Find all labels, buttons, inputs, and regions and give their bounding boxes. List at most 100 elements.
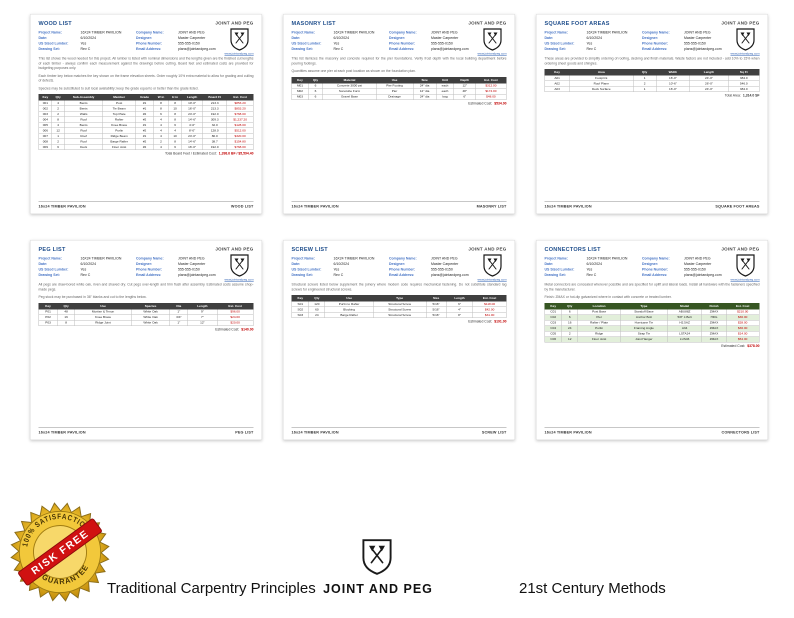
website-link[interactable]: www.jointandpeg.com [224, 278, 254, 282]
table-row: C02 6 Pier Anchor Bolt 5/8" J-Bolt HDG $36.00 [544, 314, 760, 321]
info-label: Designer: [642, 36, 659, 40]
data-table: Key Qty Location Type Model Finish Est. Cost C0… [544, 302, 760, 343]
joint-and-peg-logo-icon [230, 28, 250, 52]
page-header: WOOD LIST JOINT AND PEG [39, 21, 254, 27]
footer-list-name: CONNECTORS LIST [721, 430, 760, 435]
info-value: 555-555-0150 [431, 267, 453, 272]
info-label: Drawing Set: [544, 47, 566, 51]
table-cell: Ridge Joint [74, 319, 132, 326]
info-label: Drawing Set: [291, 273, 313, 277]
company-info-right: Company Name: JOINT AND PEG Designer: Maste… [136, 257, 221, 279]
total-label: Estimated Cost: [468, 101, 493, 106]
footer-project-name: 16x24 TIMBER PAVILION [544, 204, 592, 209]
info-label: Project Name: [291, 257, 316, 261]
info-label: Drawing Set: [291, 47, 313, 51]
info-label: Drawing Set: [38, 273, 60, 277]
info-pair: Project Name: 16X24 TIMBER PAVILION [39, 257, 124, 262]
info-value: 6/10/2024 [80, 262, 97, 266]
table-cell: 5/16" [425, 312, 447, 319]
joint-and-peg-logo-icon [736, 254, 756, 278]
table-cell: 6 [307, 93, 324, 100]
table-cell: $768.00 [226, 144, 254, 151]
info-value: 16X24 TIMBER PAVILION [80, 31, 122, 35]
info-pair: Date: 6/10/2024 [39, 36, 124, 41]
table-cell: $48.00 [475, 93, 507, 100]
website-link[interactable]: www.jointandpeg.com [224, 52, 254, 56]
info-label: Email Address: [642, 273, 668, 277]
table-cell: 8" [445, 312, 474, 319]
info-pair: Project Name: 16X24 TIMBER PAVILION [292, 257, 377, 262]
project-info-left: Project Name: 16X24 TIMBER PAVILION Date: 6… [292, 257, 377, 279]
info-pair: Email Address: plans@jointandpeg.com [389, 273, 474, 278]
page-title: SCREW LIST [291, 246, 328, 253]
info-value: Rev C [586, 273, 597, 277]
info-value: Master Carpenter [178, 36, 206, 40]
info-value: 16X24 TIMBER PAVILION [333, 257, 375, 261]
footer-list-name: WOOD LIST [230, 204, 254, 209]
info-label: Designer: [642, 262, 659, 266]
document-page: CONNECTORS LIST JOINT AND PEG Project Na… [536, 240, 768, 440]
info-label: Date: [291, 262, 301, 266]
website-link[interactable]: www.jointandpeg.com [477, 278, 507, 282]
company-info-right: Company Name: JOINT AND PEG Designer: Maste… [389, 257, 474, 279]
tagline-left: Traditional Carpentry Principles [107, 580, 316, 597]
info-label: Phone Number: [642, 267, 669, 272]
table-total: Total Area: 1,314.0 SF [545, 94, 760, 98]
info-value: 6/10/2024 [80, 36, 97, 40]
table-cell: Barge Rafter [324, 312, 374, 319]
table-total: Estimated Cost: $378.00 [545, 344, 759, 348]
table-cell: 16'-0" [655, 86, 690, 93]
info-pair: Email Address: plans@jointandpeg.com [136, 47, 221, 52]
info-label: Designer: [136, 36, 153, 40]
info-label: Email Address: [642, 47, 668, 51]
table-cell: Drainage [375, 93, 414, 100]
table-cell: M03 [291, 93, 309, 100]
website-link[interactable]: www.jointandpeg.com [730, 52, 760, 56]
info-pair: Designer: Master Carpenter [642, 262, 727, 267]
website-link[interactable]: www.jointandpeg.com [477, 52, 507, 56]
info-pair: Date: 6/10/2024 [39, 262, 124, 267]
table-header-row: Key Qty Sub-Assembly Member Grade W in H in Len… [38, 94, 254, 101]
info-label: Drawing Set: [544, 273, 566, 277]
description-text: Structural screws listed below supplemen… [292, 283, 507, 293]
info-value: plans@jointandpeg.com [431, 273, 469, 277]
info-value: JOINT AND PEG [178, 31, 205, 35]
table-cell: ZMAX [701, 336, 727, 343]
info-pair: Phone Number: 555-555-0150 [389, 41, 474, 46]
info-pair: Email Address: plans@jointandpeg.com [389, 47, 474, 52]
info-value: Rev C [333, 47, 344, 51]
table-header-row: Key Qty Material Use Size Unit Depth Est. Cost [291, 76, 507, 84]
table-row: 003 2 Walls Top Plate #2 6 8 24'-0" 192.0 $768.00 [38, 111, 254, 118]
info-label: US Sized Lumber: [291, 267, 322, 272]
info-pair: Designer: Master Carpenter [389, 36, 474, 41]
paragraph: This list shows the wood needed for this… [38, 57, 254, 71]
info-value: JOINT AND PEG [684, 257, 711, 261]
website-link[interactable]: www.jointandpeg.com [730, 278, 760, 282]
info-label: Project Name: [38, 31, 63, 35]
joint-and-peg-logo-icon [361, 537, 393, 577]
info-value: Rev C [80, 47, 91, 51]
table-total: Estimated Cost: $534.00 [292, 101, 506, 106]
info-value: plans@jointandpeg.com [684, 47, 722, 51]
paragraph: This list itemizes the masonry and concr… [291, 57, 507, 66]
brand-text: JOINT AND PEG [721, 20, 760, 26]
table-cell: 12" [187, 319, 218, 326]
total-value: 1,314.0 SF [742, 94, 760, 98]
info-label: Date: [544, 262, 554, 266]
table-header-row: Key Qty Location Type Model Finish Est. Cost [544, 302, 760, 310]
document-page: PEG LIST JOINT AND PEG Project Name: 16X2… [30, 240, 262, 440]
footer-project-name: 16x24 TIMBER PAVILION [38, 430, 86, 435]
table-row: C03 16 Rafter / Plate Hurricane Tie H2.5AZ ZM… [544, 319, 760, 326]
page-footer: 16x24 TIMBER PAVILION SCREW LIST [291, 427, 507, 435]
table-cell: 12 [561, 336, 578, 343]
table-header-row: Key Qty Use Type Size Length Est. Cost [291, 295, 507, 302]
paragraph: Peg stock may be purchased in 36" blanks… [38, 295, 147, 300]
info-label: Phone Number: [136, 267, 163, 272]
table-cell: LUS46 [666, 336, 703, 343]
info-label: US Sized Lumber: [38, 41, 69, 46]
table-cell: Floor Joist [577, 336, 621, 343]
info-label: Date: [544, 36, 554, 40]
info-label: Email Address: [136, 47, 162, 51]
total-label: Total Area: [724, 94, 741, 98]
